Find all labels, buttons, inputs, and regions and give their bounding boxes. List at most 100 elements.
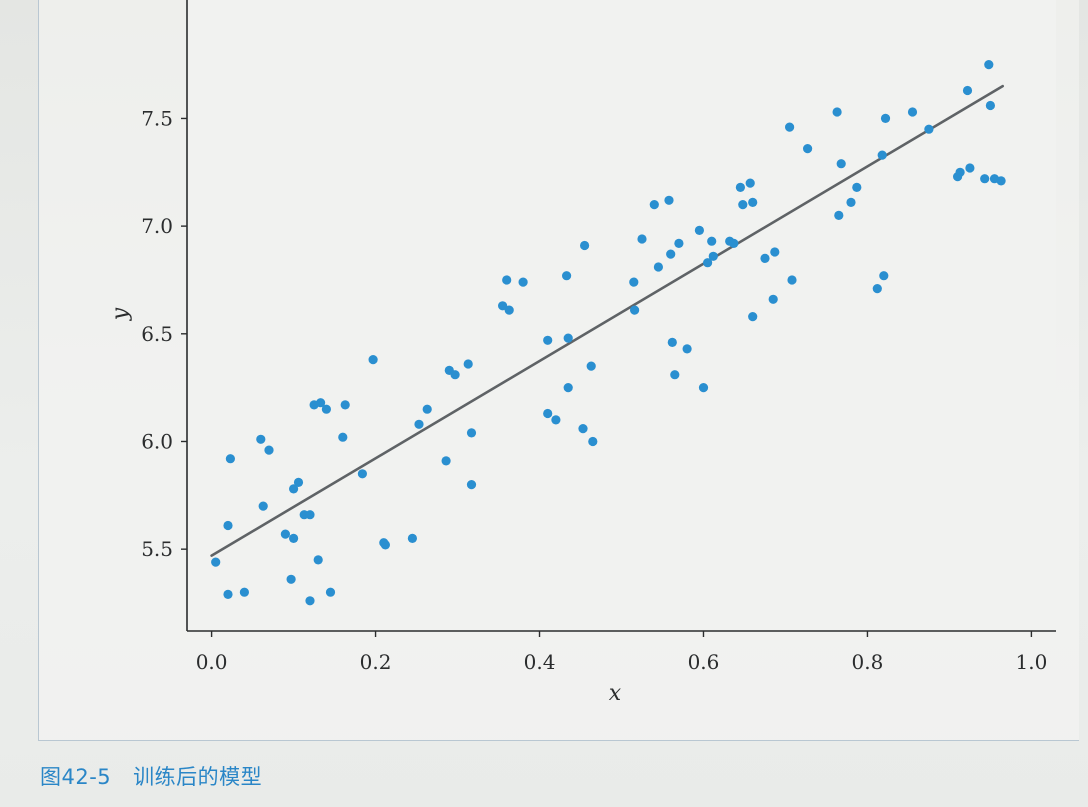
data-point <box>256 434 266 444</box>
data-point <box>305 510 315 520</box>
data-point <box>877 150 887 160</box>
data-point <box>280 529 290 539</box>
plot-area <box>187 0 1056 631</box>
data-point <box>543 408 553 419</box>
data-point <box>258 501 268 511</box>
data-point <box>368 355 378 365</box>
y-tick-label: 7.0 <box>141 214 173 238</box>
data-point <box>664 195 674 205</box>
data-point <box>670 370 680 380</box>
data-point <box>834 210 844 220</box>
y-tick-label: 6.5 <box>141 322 173 346</box>
data-point <box>504 305 514 315</box>
data-point <box>578 424 588 434</box>
data-point <box>466 480 477 490</box>
data-point <box>768 294 778 304</box>
data-point <box>649 200 659 210</box>
data-point <box>674 238 684 248</box>
data-point <box>223 589 233 600</box>
data-point <box>907 107 918 117</box>
x-tick-label: 0.8 <box>852 650 884 674</box>
data-point <box>316 398 326 408</box>
data-point <box>321 404 331 414</box>
data-point <box>407 533 417 544</box>
data-point <box>466 428 477 438</box>
data-point <box>518 277 528 287</box>
data-point <box>629 277 639 287</box>
data-point <box>563 383 573 393</box>
data-point <box>682 344 692 354</box>
data-point <box>872 284 882 294</box>
data-point <box>289 533 299 544</box>
data-point <box>414 419 424 429</box>
data-point <box>223 520 233 531</box>
data-point <box>588 436 598 447</box>
data-point <box>225 454 235 464</box>
data-point <box>313 555 323 565</box>
data-point <box>211 557 221 567</box>
data-point <box>707 236 717 246</box>
data-point <box>580 240 590 251</box>
figure-caption-text: 训练后的模型 <box>133 765 263 789</box>
data-point <box>985 100 996 111</box>
data-point <box>787 275 797 285</box>
data-point <box>653 262 664 272</box>
data-point <box>748 312 758 322</box>
data-point <box>340 400 350 410</box>
regression-line-layer <box>210 84 1005 557</box>
data-point <box>502 275 512 285</box>
data-point <box>962 85 973 96</box>
data-point <box>694 225 705 235</box>
data-point <box>667 337 677 347</box>
data-point <box>980 174 990 184</box>
data-point <box>666 249 676 259</box>
y-tick-label: 7.5 <box>141 106 173 130</box>
data-point <box>422 404 432 414</box>
x-tick-label: 1.0 <box>1015 650 1047 674</box>
data-point <box>286 574 296 584</box>
data-point <box>562 271 572 281</box>
ticks-layer: 0.0 0.2 0.4 0.6 0.8 1.0 5.5 6.0 6.5 7.0 7.5 <box>141 106 1047 674</box>
data-point <box>357 469 367 479</box>
data-point <box>703 258 713 268</box>
data-point <box>563 333 573 343</box>
data-point <box>630 305 640 315</box>
data-point <box>450 370 460 380</box>
data-point <box>738 200 748 210</box>
data-point <box>745 178 755 188</box>
data-point <box>441 456 451 466</box>
data-point <box>996 176 1006 186</box>
data-point <box>463 359 473 369</box>
data-point <box>325 587 336 597</box>
data-point <box>708 251 718 261</box>
data-point <box>852 182 862 192</box>
y-axis-label: y <box>108 307 133 321</box>
data-point <box>637 234 647 244</box>
data-point <box>698 383 709 393</box>
data-point <box>879 271 889 281</box>
x-tick-label: 0.6 <box>688 650 720 674</box>
data-point <box>785 122 795 132</box>
data-point <box>836 159 846 169</box>
figure-caption: 图42-5 训练后的模型 <box>40 761 262 791</box>
data-point <box>924 124 934 134</box>
data-point <box>729 238 739 248</box>
data-point <box>289 484 299 494</box>
data-point <box>551 415 561 425</box>
x-tick-label: 0.2 <box>360 650 392 674</box>
data-point <box>239 587 249 597</box>
data-points-layer <box>211 60 1006 606</box>
data-point <box>735 182 746 192</box>
data-point <box>305 596 315 606</box>
data-point <box>846 197 856 207</box>
data-point <box>748 197 758 207</box>
data-point <box>293 477 304 487</box>
y-tick-label: 6.0 <box>141 429 173 453</box>
data-point <box>770 247 780 257</box>
figure-number: 图42-5 <box>40 765 112 789</box>
data-point <box>965 163 975 173</box>
data-point <box>832 107 842 117</box>
x-axis-label: x <box>609 681 622 706</box>
